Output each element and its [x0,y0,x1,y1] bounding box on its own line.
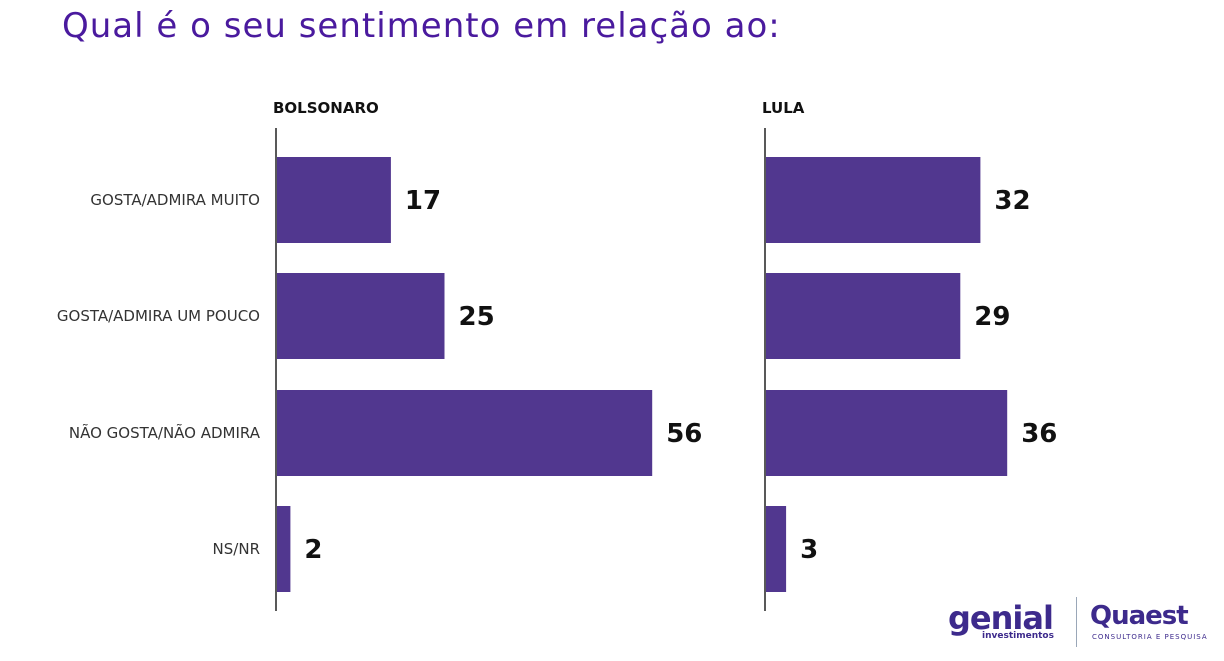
bar [277,273,445,359]
bar [766,506,787,592]
data-label: 56 [666,419,702,449]
bar [277,390,653,476]
bar [277,157,391,243]
data-label: 36 [1021,419,1057,449]
page-title: Qual é o seu sentimento em relação ao: [62,6,781,46]
data-label: 25 [459,302,495,332]
genial-logo: genial [948,599,1054,637]
category-label: NS/NR [213,540,260,558]
series-header: LULA [762,99,805,117]
bar [766,390,1008,476]
quaest-logo: Quaest [1090,601,1189,631]
data-label: 17 [405,186,441,216]
logo-divider [1076,597,1077,647]
bar [766,273,961,359]
series-header: BOLSONARO [273,99,379,117]
genial-logo-subtitle: investimentos [982,631,1054,641]
category-label: GOSTA/ADMIRA UM POUCO [57,307,260,325]
data-label: 2 [304,535,322,565]
data-label: 29 [974,302,1010,332]
quaest-logo-subtitle: CONSULTORIA E PESQUISA [1092,633,1208,641]
logo-area: genial investimentos Quaest CONSULTORIA … [948,595,1208,651]
category-label: GOSTA/ADMIRA MUITO [90,191,260,209]
data-label: 3 [800,535,818,565]
category-label: NÃO GOSTA/NÃO ADMIRA [69,423,261,442]
bar [277,506,291,592]
bar [766,157,981,243]
data-label: 32 [994,186,1030,216]
